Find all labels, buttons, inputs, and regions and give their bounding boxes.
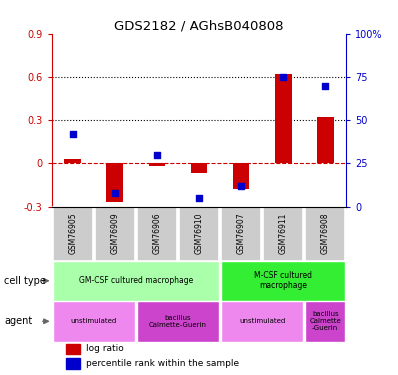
Point <box>154 152 160 158</box>
Bar <box>221 301 303 342</box>
Text: bacillus
Calmette-Guerin: bacillus Calmette-Guerin <box>149 315 207 328</box>
Point <box>196 195 202 201</box>
Bar <box>263 207 303 261</box>
Text: GSM76911: GSM76911 <box>279 213 288 254</box>
Bar <box>317 117 334 164</box>
Bar <box>233 164 250 189</box>
Text: GM-CSF cultured macrophage: GM-CSF cultured macrophage <box>79 276 193 285</box>
Bar <box>53 261 219 301</box>
Point <box>322 82 328 88</box>
Bar <box>66 344 80 354</box>
Bar <box>148 164 165 166</box>
Text: GSM76905: GSM76905 <box>68 213 77 254</box>
Text: GSM76910: GSM76910 <box>195 213 203 254</box>
Text: cell type: cell type <box>4 276 46 286</box>
Text: percentile rank within the sample: percentile rank within the sample <box>86 359 239 368</box>
Title: GDS2182 / AGhsB040808: GDS2182 / AGhsB040808 <box>114 20 284 33</box>
Bar <box>53 301 135 342</box>
Bar <box>221 207 261 261</box>
Bar <box>53 207 93 261</box>
Bar <box>275 74 292 164</box>
Bar <box>191 164 207 173</box>
Bar <box>64 159 81 164</box>
Bar <box>305 207 345 261</box>
Bar <box>137 301 219 342</box>
Bar <box>106 164 123 202</box>
Text: GSM76907: GSM76907 <box>236 213 246 254</box>
Point <box>70 131 76 137</box>
Bar <box>137 207 177 261</box>
Text: log ratio: log ratio <box>86 345 123 354</box>
Point <box>238 183 244 189</box>
Bar <box>66 358 80 369</box>
Text: GSM76906: GSM76906 <box>152 213 162 254</box>
Point <box>280 74 286 80</box>
Bar <box>95 207 135 261</box>
Bar <box>179 207 219 261</box>
Text: M-CSF cultured
macrophage: M-CSF cultured macrophage <box>254 271 312 291</box>
Text: agent: agent <box>4 316 32 326</box>
Bar <box>221 261 345 301</box>
Text: GSM76908: GSM76908 <box>321 213 330 254</box>
Text: GSM76909: GSM76909 <box>110 213 119 254</box>
Text: bacillus
Calmette
-Guerin: bacillus Calmette -Guerin <box>309 311 341 331</box>
Bar <box>305 301 345 342</box>
Text: unstimulated: unstimulated <box>239 318 285 324</box>
Point <box>112 190 118 196</box>
Text: unstimulated: unstimulated <box>71 318 117 324</box>
